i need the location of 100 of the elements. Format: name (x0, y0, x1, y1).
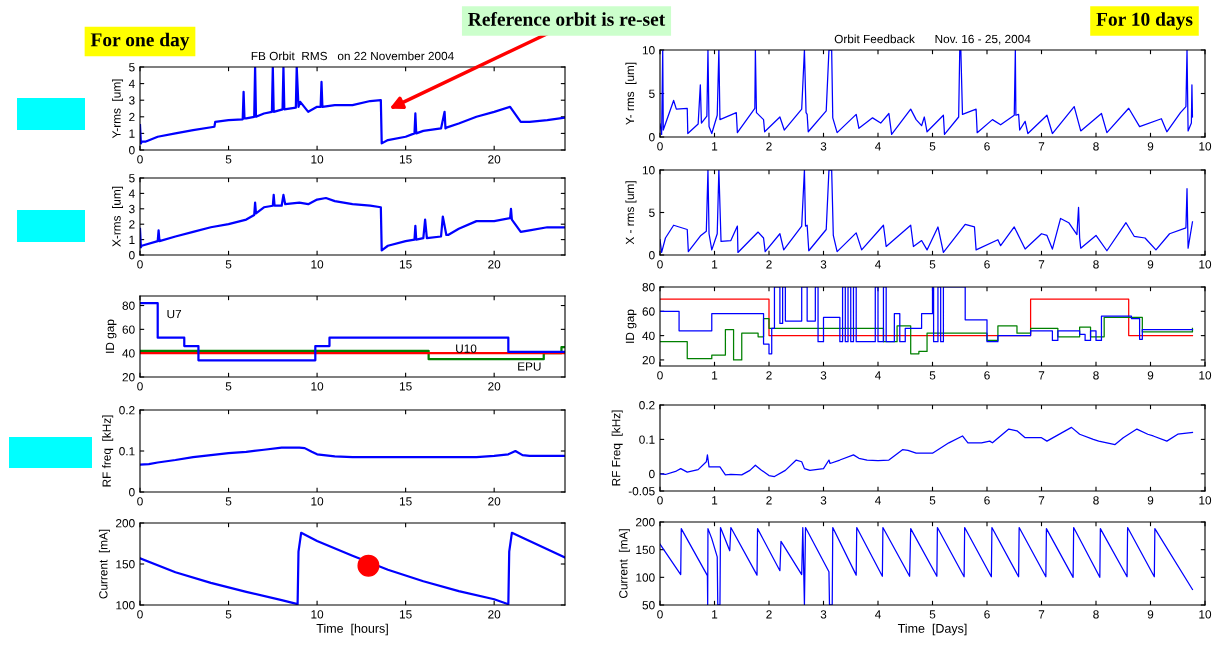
x-tick-label: 8 (1093, 610, 1099, 619)
x-tick-label: 10 (1199, 496, 1212, 505)
x-axis-title: Time [Days] (897, 623, 967, 636)
x-tick-label: 1 (712, 610, 718, 619)
x-tick-label: 6 (984, 610, 990, 619)
x-tick-label: 5 (225, 382, 232, 391)
x-tick-label: 1 (712, 260, 718, 269)
y-tick-label: 3 (129, 204, 135, 214)
y-axis-title: Current [mA] (98, 529, 110, 599)
x-tick-label: 20 (488, 497, 501, 506)
x-tick-label: 5 (225, 497, 232, 506)
x-tick-label: 3 (820, 610, 827, 619)
y-tick-label: 4 (128, 79, 135, 88)
y-tick-label: 0 (649, 469, 655, 479)
line-series (140, 193, 565, 252)
x-tick-label: 9 (1147, 142, 1154, 151)
line-series (660, 170, 1194, 254)
y-tick-label: 20 (642, 355, 655, 365)
line-series (660, 50, 1194, 136)
y-tick-label: 3 (129, 96, 135, 105)
x-tick-label: 7 (1038, 610, 1045, 619)
x-tick-label: 9 (1147, 610, 1154, 619)
x-tick-label: 0 (657, 142, 663, 151)
x-tick-label: 5 (929, 142, 936, 151)
x-tick-label: 8 (1093, 496, 1099, 505)
x-tick-label: 5 (225, 610, 232, 619)
y-tick-label: 1 (129, 235, 135, 244)
y-tick-label: 1 (129, 129, 135, 138)
y-axis-title: Y- rms [um] (625, 62, 637, 125)
y-tick-label: 150 (116, 560, 135, 569)
x-tick-label: 9 (1147, 496, 1154, 505)
x-tick-label: 20 (488, 260, 501, 269)
x-tick-label: 20 (488, 155, 501, 164)
x-tick-label: 3 (820, 260, 827, 269)
chart-title: FB Orbit RMS on 22 November 2004 (251, 51, 454, 61)
y-tick-label: 40 (122, 349, 135, 358)
y-axis-title: RF Freq [kHz] (611, 410, 623, 486)
x-tick-label: 4 (874, 496, 881, 505)
x-tick-label: 20 (488, 382, 501, 391)
x-tick-label: 2 (766, 260, 772, 269)
x-tick-label: 10 (311, 382, 324, 391)
x-tick-label: 10 (311, 155, 324, 164)
x-tick-label: 8 (1093, 142, 1099, 151)
x-tick-label: 15 (399, 610, 412, 619)
y-tick-label: 0 (649, 251, 655, 260)
x-tick-label: 0 (657, 260, 663, 269)
y-tick-label: 150 (636, 545, 655, 555)
x-tick-label: 10 (1199, 371, 1212, 380)
x-tick-label: 15 (399, 260, 412, 269)
x-tick-label: 0 (657, 371, 663, 380)
y-tick-label: 0 (649, 133, 655, 142)
x-tick-label: 8 (1093, 371, 1099, 380)
y-tick-label: -0.05 (628, 487, 655, 496)
x-tick-label: 10 (1199, 610, 1212, 619)
text: For one day (90, 32, 190, 51)
x-tick-label: 3 (820, 142, 827, 151)
x-tick-label: 10 (1199, 142, 1212, 151)
y-tick-label: 60 (122, 325, 135, 334)
y-tick-label: 0 (129, 488, 135, 497)
x-tick-label: 0 (657, 496, 663, 505)
x-tick-label: 4 (874, 142, 881, 151)
x-tick-label: 0 (657, 610, 663, 619)
x-tick-label: 0 (137, 497, 143, 506)
x-tick-label: 6 (984, 496, 990, 505)
x-tick-label: 2 (766, 496, 772, 505)
y-tick-label: 0.1 (639, 435, 655, 444)
y-tick-label: 80 (122, 301, 135, 310)
y-tick-label: 0.2 (639, 401, 655, 410)
y-axis-title: X - rms [um] (625, 181, 637, 245)
x-tick-label: 1 (712, 142, 718, 151)
y-axis-title: X-rms [um] (112, 186, 124, 247)
x-tick-label: 8 (1093, 260, 1099, 269)
y-tick-label: 5 (649, 208, 655, 217)
y-tick-label: 0.1 (119, 447, 135, 456)
x-tick-label: 2 (766, 610, 772, 619)
y-axis-title: ID gap (625, 309, 637, 343)
y-axis-title: Y-rms [um] (112, 79, 124, 139)
annotation: U7 (167, 309, 182, 319)
x-tick-label: 7 (1038, 496, 1045, 505)
x-tick-label: 5 (929, 610, 936, 619)
x-tick-label: 9 (1147, 371, 1154, 380)
y-tick-label: 2 (129, 220, 135, 229)
x-tick-label: 3 (820, 496, 827, 505)
x-tick-label: 0 (137, 610, 143, 619)
y-tick-label: 200 (116, 519, 135, 528)
x-tick-label: 6 (984, 142, 990, 151)
annotation: EPU (518, 362, 541, 371)
text: Reference orbit is re-set (468, 11, 666, 26)
x-tick-label: 15 (399, 497, 412, 506)
x-tick-label: 15 (399, 155, 412, 164)
chart-title: Orbit Feedback Nov. 16 - 25, 2004 (834, 34, 1031, 45)
x-tick-label: 5 (225, 155, 232, 164)
x-tick-label: 20 (488, 610, 501, 619)
x-tick-label: 15 (399, 382, 412, 391)
y-tick-label: 5 (649, 89, 655, 98)
x-tick-label: 5 (225, 260, 232, 269)
y-tick-label: 60 (642, 307, 655, 316)
x-tick-label: 7 (1038, 260, 1045, 269)
text: For 10 days (1096, 12, 1193, 30)
x-tick-label: 2 (766, 142, 772, 151)
